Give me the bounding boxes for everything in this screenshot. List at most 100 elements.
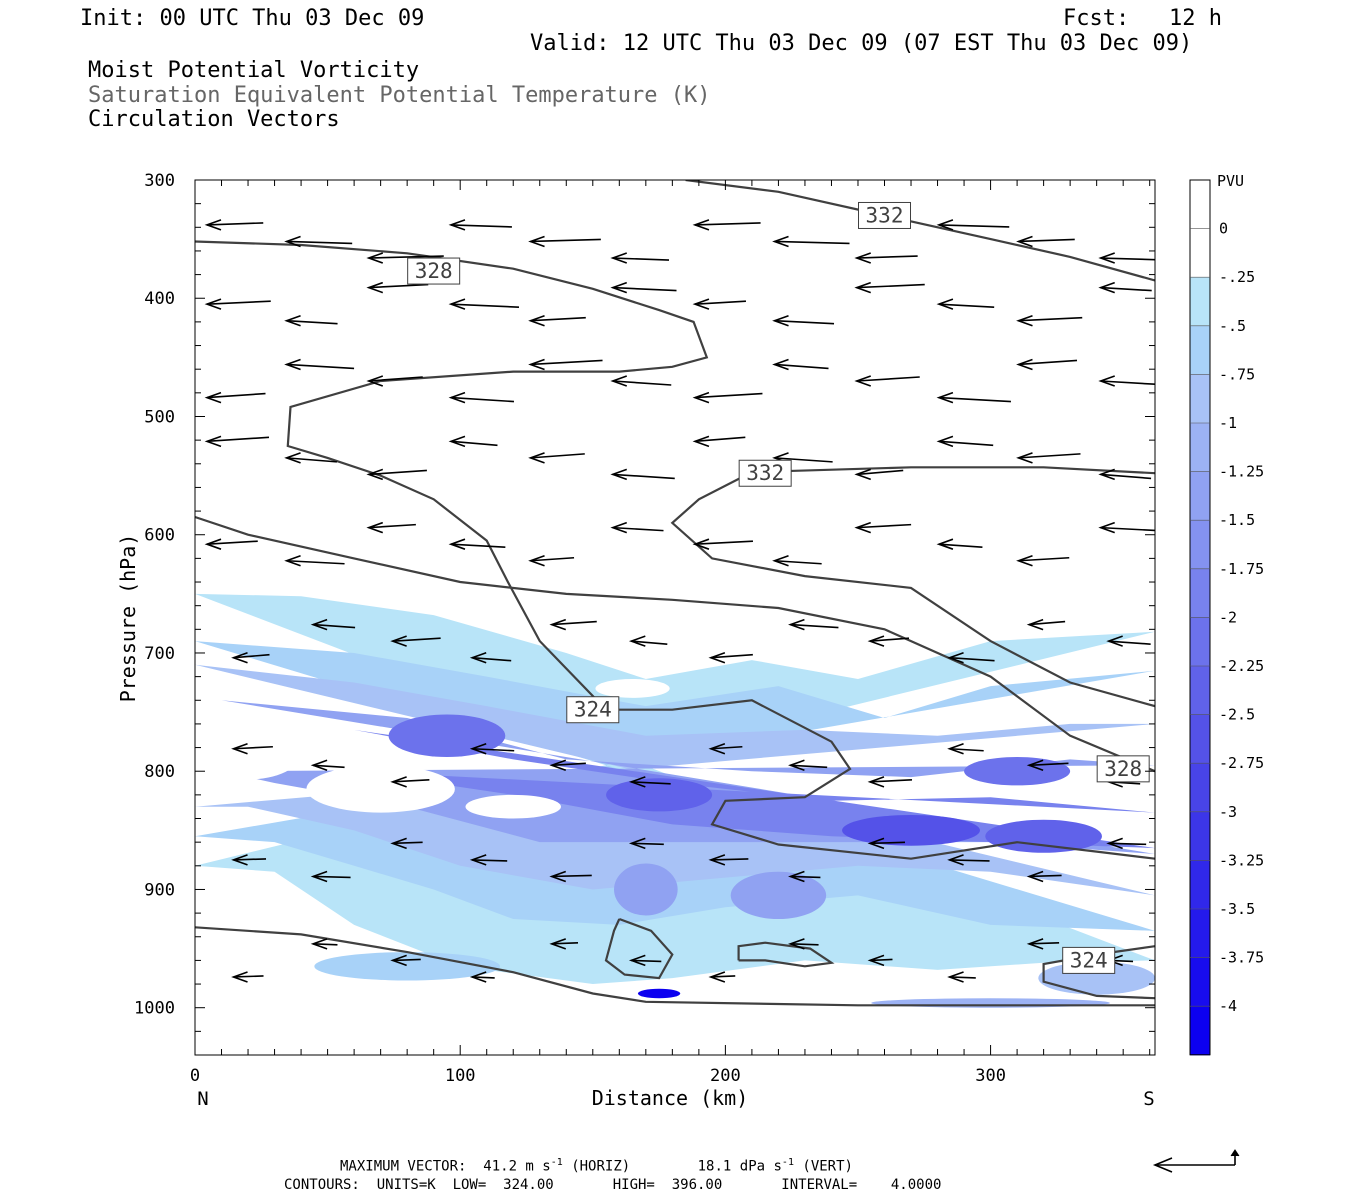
vector-head (231, 971, 248, 983)
circulation-vector (1106, 837, 1147, 850)
contour-line (195, 926, 1155, 1007)
vector-head (231, 742, 248, 755)
vector-shaft (233, 858, 267, 861)
vector-head (366, 521, 384, 534)
circulation-vector (284, 314, 338, 327)
vector-head (231, 651, 248, 664)
circulation-vector (936, 219, 1010, 231)
circulation-vector (708, 854, 749, 866)
vector-shaft (313, 875, 351, 879)
vector-head (708, 854, 726, 866)
vector-shaft (612, 380, 672, 386)
circulation-vector (772, 235, 850, 248)
vector-shaft (1029, 942, 1060, 945)
vector-shaft (949, 859, 990, 862)
circulation-vector (788, 870, 821, 883)
y-tick-label: 700 (144, 644, 175, 664)
circulation-vector (469, 651, 512, 664)
colorbar-swatch (1190, 228, 1210, 278)
vector-head (936, 298, 954, 310)
vector-shaft (1018, 453, 1081, 459)
mpv-core-west (388, 714, 506, 758)
vector-head (610, 252, 628, 264)
vector-head (610, 468, 628, 481)
circulation-vector (448, 391, 515, 404)
vector-shaft (631, 640, 668, 645)
circulation-vector (549, 759, 586, 772)
mpv-lower-2 (730, 871, 827, 920)
vector-head (448, 391, 466, 404)
vector-head (708, 971, 726, 983)
vector-shaft (694, 392, 763, 399)
circulation-vector (854, 468, 904, 481)
circulation-vector (469, 854, 508, 866)
vector-head (448, 435, 466, 448)
circulation-vector (692, 298, 747, 310)
vector-head (1098, 281, 1115, 294)
colorbar-label: -2.5 (1219, 706, 1255, 724)
contour-labels: 332 328 332 324 328 324 (407, 201, 1150, 974)
contour-line (670, 466, 1155, 708)
contour-label-box (407, 257, 461, 285)
x-tick-label: 300 (975, 1066, 1006, 1086)
vector-head (1026, 870, 1044, 883)
vector-head (947, 854, 964, 866)
vector-head (947, 971, 964, 983)
circulation-vector (310, 938, 338, 950)
circulation-vector (390, 837, 423, 850)
vector-head (936, 219, 954, 231)
contour-label-box (738, 459, 792, 487)
mpv-shading (195, 593, 1155, 1008)
circulation-vector (788, 759, 828, 772)
circulation-vector (231, 651, 270, 664)
vector-shaft (774, 319, 835, 325)
vector-shaft (694, 540, 753, 545)
colorbar-swatch (1190, 666, 1210, 716)
y-tick-label: 300 (144, 171, 175, 191)
mpv-band-1 (195, 641, 1155, 931)
contour-line (604, 917, 674, 980)
circulation-vector (772, 358, 829, 371)
circulation-vector (1026, 938, 1060, 950)
colorbar-label: -1 (1219, 414, 1237, 432)
vector-head (366, 281, 384, 294)
y-tick-label: 500 (144, 407, 175, 427)
vector-shaft (774, 240, 850, 245)
colorbar-label: -4 (1219, 997, 1237, 1015)
colorbar-swatch (1190, 277, 1210, 327)
circulation-vector (1098, 281, 1152, 294)
mpv-surface-spot (637, 988, 681, 999)
vector-head (1026, 759, 1044, 772)
circulation-vector (692, 435, 746, 448)
vector-head (310, 618, 328, 631)
circulation-vector (628, 635, 668, 647)
vector-head (448, 298, 466, 310)
circulation-vector (231, 971, 264, 983)
vector-head (204, 298, 222, 310)
vector-head (692, 391, 710, 404)
field-title-thetae: Saturation Equivalent Potential Temperat… (88, 83, 711, 108)
y-tick-label: 800 (144, 762, 175, 782)
colorbar-swatch (1190, 763, 1210, 813)
circulation-vector (610, 521, 664, 534)
reference-vector (1152, 1149, 1240, 1173)
mpv-core-east1 (842, 814, 980, 846)
vector-shaft (1018, 238, 1075, 243)
vector-shaft (1029, 762, 1069, 767)
vector-shaft (450, 396, 515, 403)
vector-head (628, 635, 646, 647)
vector-head (1098, 521, 1115, 534)
vector-head (867, 837, 885, 850)
colorbar-swatch (1190, 811, 1210, 861)
circulation-vector (284, 452, 337, 464)
mpv-gap-1 (306, 765, 455, 813)
colorbar-label: -3.25 (1219, 851, 1264, 869)
vector-shaft (1018, 556, 1070, 562)
circulation-vector (204, 538, 258, 550)
colorbar-swatch (1190, 568, 1210, 618)
contour-label: 328 (415, 259, 453, 283)
vector-head (867, 954, 885, 967)
vector-shaft (313, 943, 338, 946)
circulation-vector (708, 651, 753, 664)
